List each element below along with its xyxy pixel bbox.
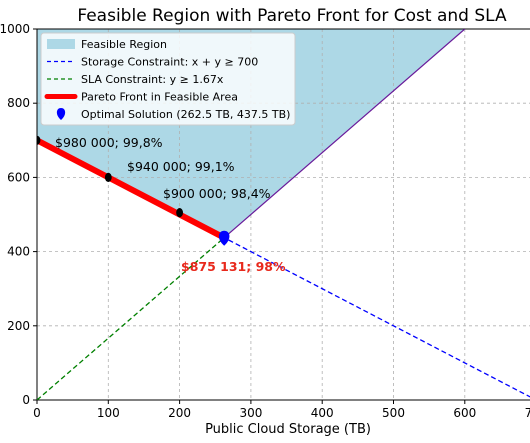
- axes: 0 100 200 300 400 500 600 700 0 200 400 600 800 1000: [0, 22, 530, 420]
- legend-label-sla: SLA Constraint: y ≥ 1.67x: [81, 73, 224, 86]
- x-tick-label: 200: [168, 406, 191, 420]
- y-tick-label: 1000: [0, 22, 30, 36]
- x-tick-label: 300: [239, 406, 262, 420]
- y-tick-label: 400: [7, 245, 30, 259]
- x-axis-label: Public Cloud Storage (TB): [205, 422, 371, 437]
- feasible-boundary-line: [223, 29, 466, 239]
- pareto-point: [104, 172, 112, 182]
- y-tick-label: 800: [7, 96, 30, 110]
- annotations: $980 000; 99,8% $940 000; 99,1% $900 000; …: [55, 135, 286, 274]
- chart-title: Feasible Region with Pareto Front for Co…: [77, 6, 507, 26]
- optimal-solution-marker: [218, 230, 230, 246]
- y-tick-label: 600: [7, 170, 30, 184]
- x-tick-label: 700: [525, 406, 530, 420]
- legend-box: [40, 32, 296, 126]
- y-tick-label: 200: [7, 319, 30, 333]
- x-tick-label: 100: [97, 406, 120, 420]
- pareto-point: [176, 208, 184, 218]
- optimal-solution-label: $875 131; 98%: [181, 259, 286, 274]
- legend-swatch-feasible: [47, 39, 75, 49]
- x-tick-label: 0: [33, 406, 41, 420]
- pareto-front-line: [37, 137, 228, 241]
- sla-constraint-line: [37, 237, 225, 400]
- x-tick-label: 400: [311, 406, 334, 420]
- legend-label-pareto: Pareto Front in Feasible Area: [81, 91, 238, 104]
- pareto-point-label: $980 000; 99,8%: [55, 135, 163, 150]
- y-tick-label: 0: [22, 393, 30, 407]
- x-tick-label: 500: [382, 406, 405, 420]
- x-tick-label: 600: [453, 406, 476, 420]
- pareto-point: [37, 135, 41, 145]
- legend-label-storage: Storage Constraint: x + y ≥ 700: [81, 56, 258, 69]
- pareto-point-label: $900 000; 98,4%: [163, 186, 271, 201]
- pareto-point-label: $940 000; 99,1%: [127, 159, 235, 174]
- storage-constraint-line: [37, 139, 530, 398]
- legend-label-feasible: Feasible Region: [81, 38, 167, 51]
- legend-swatch-optimal: [56, 108, 66, 120]
- legend: Feasible Region Storage Constraint: x + y…: [40, 32, 296, 126]
- legend-label-optimal: Optimal Solution (262.5 TB, 437.5 TB): [81, 108, 290, 121]
- marks: [37, 29, 530, 400]
